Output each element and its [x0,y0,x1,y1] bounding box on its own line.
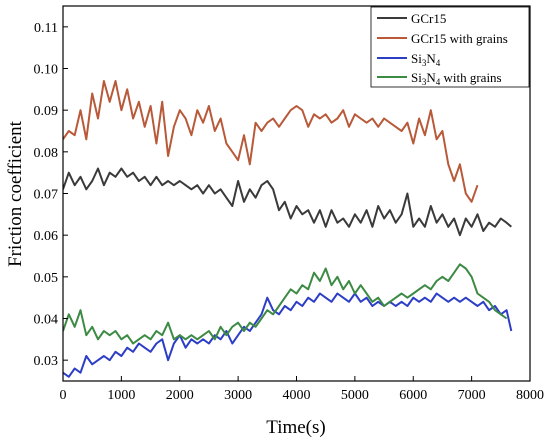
x-tick-label: 5000 [341,388,369,403]
legend-si3n4-n: N [426,51,436,66]
legend-si3n4g-sub1: 3 [422,77,427,87]
legend-si3n4g-si: Si [411,70,422,85]
x-tick-label: 4000 [283,388,311,403]
legend-si3n4g-n: N [426,70,436,85]
legend-box [370,6,530,88]
y-tick-label: 0.04 [34,313,59,328]
legend-label-gcr15-grains: GCr15 with grains [411,31,508,46]
series-si3n4-grains [63,263,508,345]
legend-si3n4-sub2: 4 [436,58,441,68]
x-axis: 0 1000 2000 3000 4000 5000 6000 7000 8000 [60,376,544,403]
y-tick-label: 0.09 [34,104,59,119]
y-tick-label: 0.05 [34,271,59,286]
y-tick-label: 0.11 [34,21,58,36]
y-tick-label: 0.06 [34,229,59,244]
legend-si3n4g-sub2: 4 [436,77,441,87]
legend-label-si3n4: Si3N4 [411,51,441,68]
x-axis-title: Time(s) [266,417,325,438]
y-tick-label: 0.08 [34,146,59,161]
y-tick-label: 0.10 [34,63,59,78]
x-tick-label: 6000 [399,388,427,403]
x-tick-label: 8000 [516,388,544,403]
series-gcr15 [63,167,512,237]
series-gcr15-grains [63,80,479,203]
legend-si3n4-sub1: 3 [422,58,427,68]
y-tick-label: 0.07 [34,188,59,203]
x-tick-label: 7000 [458,388,486,403]
legend: GCr15 GCr15 with grains Si3N4 Si3N4 with… [370,6,530,88]
series-layer [63,80,513,378]
y-axis: 0.03 0.04 0.05 0.06 0.07 0.08 0.09 0.10 0.11 [34,21,68,369]
legend-si3n4g-suffix: with grains [440,70,501,85]
y-tick-label: 0.03 [34,354,59,369]
x-tick-label: 0 [60,388,67,403]
series-si3n4 [63,292,513,378]
y-axis-title: Friction coefficient [5,120,26,267]
x-tick-label: 2000 [166,388,194,403]
x-tick-label: 1000 [107,388,135,403]
legend-label-gcr15: GCr15 [411,11,446,26]
x-tick-label: 3000 [224,388,252,403]
legend-si3n4-si: Si [411,51,422,66]
legend-label-si3n4-grains: Si3N4 with grains [411,70,502,87]
